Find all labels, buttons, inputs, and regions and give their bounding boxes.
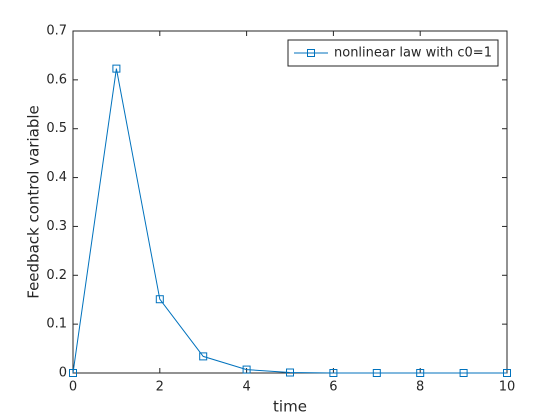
marker <box>307 49 315 57</box>
marker <box>329 369 338 377</box>
x-tick-label: 6 <box>329 380 337 395</box>
legend: nonlinear law with c0=1 <box>287 39 499 67</box>
marker <box>199 352 208 361</box>
x-tick-label: 0 <box>69 380 77 395</box>
x-axis-label: time <box>273 398 307 416</box>
marker <box>242 365 251 374</box>
marker <box>503 369 511 377</box>
x-tick-label: 10 <box>499 380 516 395</box>
x-tick-label: 8 <box>416 380 424 395</box>
marker <box>112 64 121 73</box>
y-tick-label: 0.7 <box>46 24 67 39</box>
y-tick-label: 0.1 <box>46 317 67 332</box>
marker <box>459 369 468 377</box>
legend-label: nonlinear law with c0=1 <box>334 46 492 61</box>
y-tick-label: 0.2 <box>46 268 67 283</box>
x-tick-label: 2 <box>156 380 164 395</box>
data-line <box>72 68 507 374</box>
y-axis-label: Feedback control variable <box>25 105 43 298</box>
y-tick-label: 0.3 <box>46 219 67 234</box>
y-tick-label: 0 <box>59 366 67 381</box>
marker <box>69 369 77 377</box>
x-tick-label: 4 <box>242 380 250 395</box>
y-tick-label: 0.5 <box>46 121 67 136</box>
y-tick-label: 0.6 <box>46 72 67 87</box>
marker <box>155 295 164 304</box>
y-tick-label: 0.4 <box>46 170 67 185</box>
marker <box>372 369 381 377</box>
marker <box>416 369 425 377</box>
marker <box>286 368 294 377</box>
